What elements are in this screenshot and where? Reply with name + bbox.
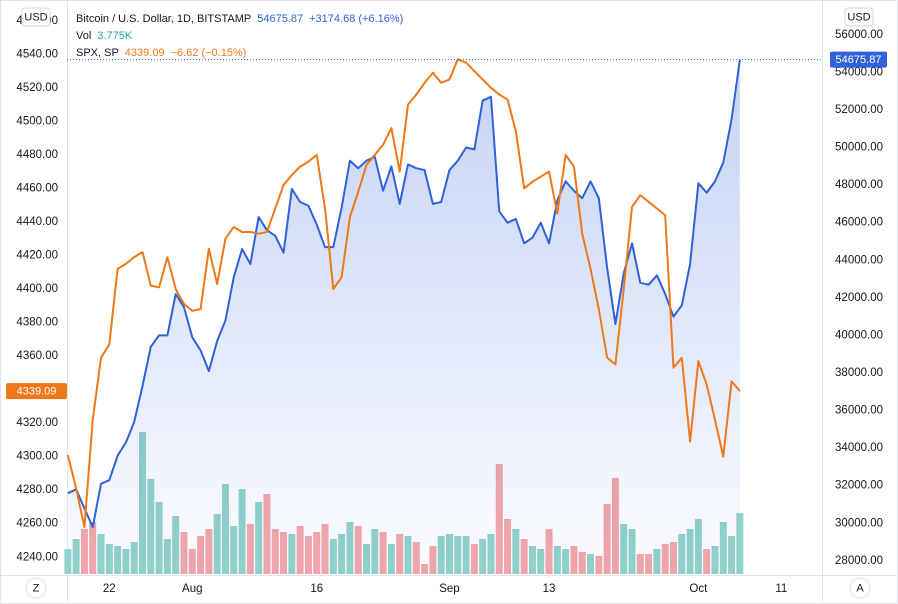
line xyxy=(66,58,741,529)
unit-label: USD xyxy=(24,11,47,23)
y2-tick-label: 30000.00 xyxy=(835,517,883,529)
y-tick-label: 4480.00 xyxy=(16,149,58,161)
y2-tick-label: 28000.00 xyxy=(835,555,883,567)
y-tick-label: 4240.00 xyxy=(16,551,58,563)
y-tick-label: 4380.00 xyxy=(16,317,58,329)
unit-badge[interactable] xyxy=(21,7,51,27)
y2-tick-label: 50000.00 xyxy=(835,142,883,154)
y-tick-label: 4440.00 xyxy=(16,216,58,228)
y2-tick-label: 32000.00 xyxy=(835,480,883,492)
y2-tick-label: 56000.00 xyxy=(835,29,883,41)
line xyxy=(67,59,741,529)
y-tick-label: 4500.00 xyxy=(16,115,58,127)
legend-change: +3174.68 (+6.16%) xyxy=(309,13,403,25)
button[interactable] xyxy=(25,577,47,599)
button-label: Z xyxy=(33,582,40,594)
y-tick-label: 4300.00 xyxy=(16,451,58,463)
button-label: A xyxy=(856,582,864,594)
y2-tick-label: 52000.00 xyxy=(835,104,883,116)
legend-entry: Bitcoin / U.S. Dollar, 1D, BITSTAMP 54675… xyxy=(76,13,403,25)
volume-bar xyxy=(64,549,72,574)
y2-tick-label: 36000.00 xyxy=(835,405,883,417)
y-tick-label: 4280.00 xyxy=(16,484,58,496)
legend-value: 54675.87 xyxy=(257,13,303,25)
legend-value: 3.775K xyxy=(97,30,133,42)
legend-entry: Vol 3.775K xyxy=(76,30,133,42)
button[interactable] xyxy=(849,577,871,599)
price-badge-label: 54675.87 xyxy=(836,54,882,66)
plot-area: 4240.004260.004280.004300.004320.004340.… xyxy=(16,15,883,595)
legend-name: Vol xyxy=(76,30,91,42)
unit-badge[interactable] xyxy=(844,7,874,27)
x-tick-label: 16 xyxy=(310,583,323,595)
overlay: USD USD Z A 54675.87 4339.09 Bitcoin / U.S… xyxy=(6,7,887,599)
y-tick-label: 4460.00 xyxy=(16,182,58,194)
y-tick-label: 4420.00 xyxy=(16,250,58,262)
price-badge xyxy=(830,51,887,68)
y2-tick-label: 44000.00 xyxy=(835,254,883,266)
y2-tick-label: 48000.00 xyxy=(835,179,883,191)
x-tick-label: 22 xyxy=(103,583,116,595)
y2-tick-label: 34000.00 xyxy=(835,442,883,454)
legend-value: 4339.09 xyxy=(125,47,165,59)
y-tick-label: 4360.00 xyxy=(16,350,58,362)
y-tick-label: 4260.00 xyxy=(16,518,58,530)
y2-tick-label: 42000.00 xyxy=(835,292,883,304)
price-badge-label: 4339.09 xyxy=(17,386,57,398)
price-badge xyxy=(6,383,67,400)
area xyxy=(67,59,740,574)
y-tick-label: 4540.00 xyxy=(16,48,58,60)
legend-name: SPX, SP xyxy=(76,47,119,59)
volume-bar xyxy=(736,513,744,574)
x-tick-label: 11 xyxy=(775,583,787,595)
x-tick-label: Sep xyxy=(439,583,459,595)
y2-tick-label: 38000.00 xyxy=(835,367,883,379)
y-tick-label: 4400.00 xyxy=(16,283,58,295)
y-tick-label: 4320.00 xyxy=(16,417,58,429)
unit-label: USD xyxy=(847,11,870,23)
x-tick-label: 13 xyxy=(543,583,556,595)
y2-tick-label: 40000.00 xyxy=(835,329,883,341)
x-tick-label: Oct xyxy=(689,583,708,595)
legend-entry: SPX, SP 4339.09 −6.62 (−0.15%) xyxy=(76,47,246,59)
y2-tick-label: 46000.00 xyxy=(835,217,883,229)
x-tick-label: Aug xyxy=(182,583,202,595)
legend-name: Bitcoin / U.S. Dollar, 1D, BITSTAMP xyxy=(76,13,251,25)
y-tick-label: 4520.00 xyxy=(16,82,58,94)
legend-change: −6.62 (−0.15%) xyxy=(171,47,247,59)
y2-tick-label: 54000.00 xyxy=(835,66,883,78)
